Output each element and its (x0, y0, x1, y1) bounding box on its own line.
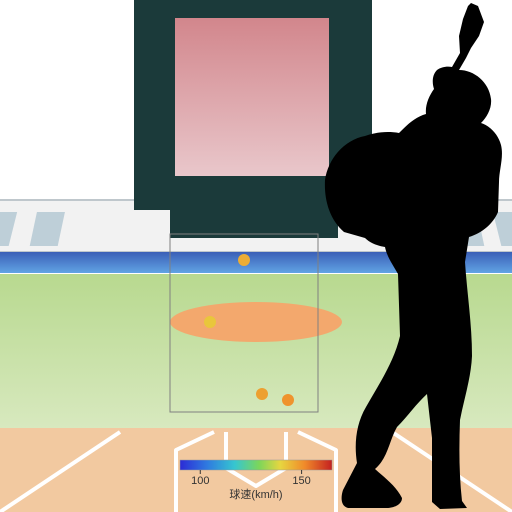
pitch-location-chart: 100 150 球速(km/h) (0, 0, 512, 512)
pitchers-mound (170, 302, 342, 342)
pitch-marker (204, 316, 216, 328)
legend-tick-label: 100 (191, 475, 209, 487)
pitch-marker (282, 394, 294, 406)
legend-label: 球速(km/h) (229, 487, 282, 501)
pitch-marker (238, 254, 250, 266)
scoreboard-screen (175, 18, 329, 176)
speed-legend-bar (180, 460, 332, 470)
pitch-marker (256, 388, 268, 400)
legend-tick-label: 150 (292, 475, 310, 487)
